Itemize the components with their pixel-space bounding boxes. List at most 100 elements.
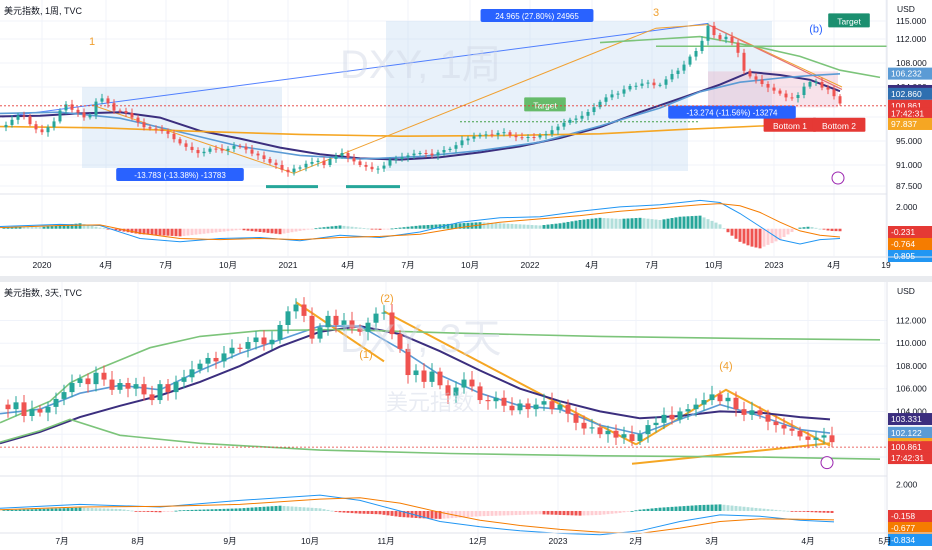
macd-histogram-bar bbox=[286, 506, 290, 511]
macd-histogram-bar bbox=[526, 510, 530, 515]
macd-histogram-bar bbox=[286, 228, 290, 233]
candle-body bbox=[574, 118, 578, 120]
macd-histogram-bar bbox=[22, 509, 26, 511]
macd-histogram-bar bbox=[550, 510, 554, 515]
macd-histogram-bar bbox=[342, 510, 346, 513]
candle-body bbox=[717, 394, 723, 402]
candle-body bbox=[316, 160, 320, 162]
currency-label: USD bbox=[897, 286, 915, 296]
macd-histogram-bar bbox=[582, 510, 586, 516]
macd-histogram-bar bbox=[106, 228, 110, 230]
candle-body bbox=[664, 79, 668, 85]
candle-body bbox=[616, 93, 620, 95]
macd-histogram-bar bbox=[386, 228, 390, 230]
macd-label-box bbox=[888, 522, 932, 534]
macd-histogram-bar bbox=[182, 510, 186, 511]
candle-body bbox=[357, 328, 363, 332]
candle-body bbox=[557, 404, 563, 410]
macd-histogram-bar bbox=[202, 228, 206, 234]
macd-histogram-bar bbox=[758, 228, 762, 249]
time-tick: 3月 bbox=[705, 536, 718, 546]
macd-histogram-bar bbox=[318, 508, 322, 511]
macd-histogram-bar bbox=[658, 220, 662, 229]
candle-body bbox=[136, 117, 140, 123]
moving-average-line bbox=[0, 73, 841, 160]
macd-histogram-bar bbox=[242, 508, 246, 511]
macd-histogram-bar bbox=[150, 228, 154, 235]
candle-body bbox=[4, 124, 8, 128]
label-box bbox=[828, 13, 870, 28]
candle-body bbox=[754, 76, 758, 80]
time-tick: 4月 bbox=[585, 260, 598, 270]
macd-histogram-bar bbox=[494, 510, 498, 516]
macd-histogram-bar bbox=[38, 509, 42, 511]
macd-histogram-bar bbox=[118, 228, 122, 231]
macd-histogram-bar bbox=[426, 225, 430, 229]
measure-label-box bbox=[668, 105, 796, 119]
macd-histogram-bar bbox=[686, 505, 690, 511]
macd-histogram-bar bbox=[418, 225, 422, 229]
candle-body bbox=[229, 347, 235, 354]
macd-histogram-bar bbox=[818, 510, 822, 513]
candle-body bbox=[669, 414, 675, 420]
candle-body bbox=[16, 115, 20, 120]
label-box bbox=[524, 97, 566, 112]
macd-histogram-bar bbox=[10, 226, 14, 229]
candle-body bbox=[741, 409, 747, 415]
measure-label: 24.965 (27.80%) 24965 bbox=[495, 12, 579, 21]
candle-body bbox=[389, 312, 395, 335]
candle-body bbox=[333, 315, 339, 325]
candle-body bbox=[82, 112, 86, 118]
price-tick: 115.000 bbox=[896, 16, 926, 26]
measure-label: -13.783 (-13.38%) -13783 bbox=[134, 171, 226, 180]
macd-histogram-bar bbox=[674, 217, 678, 229]
candle-body bbox=[461, 379, 467, 388]
candle-body bbox=[301, 304, 307, 316]
time-tick: 10月 bbox=[705, 260, 723, 270]
candle-body bbox=[130, 113, 134, 118]
macd-histogram-bar bbox=[418, 510, 422, 519]
macd-histogram-bar bbox=[770, 228, 774, 244]
candle-body bbox=[365, 322, 371, 332]
candle-body bbox=[274, 162, 278, 165]
wave-label: (4) bbox=[719, 360, 732, 372]
three-day-chart-panel[interactable]: DXY, 3天 美元指数 美元指数, 3天, TVC (2) (1) (4) USD 112.… bbox=[0, 282, 932, 550]
candle-body bbox=[789, 428, 795, 431]
candle-body bbox=[520, 137, 524, 139]
candle-body bbox=[436, 152, 440, 156]
candle-body bbox=[178, 139, 182, 144]
candle-body bbox=[646, 82, 650, 84]
macd-histogram-bar bbox=[830, 228, 834, 231]
macd-histogram-bar bbox=[786, 510, 790, 512]
macd-histogram-bar bbox=[2, 227, 6, 229]
macd-histogram-bar bbox=[750, 507, 754, 511]
macd-histogram-bar bbox=[458, 223, 462, 229]
macd-histogram-bar bbox=[726, 228, 730, 233]
candle-body bbox=[213, 357, 219, 362]
macd-histogram-bar bbox=[774, 228, 778, 242]
macd-histogram-bar bbox=[134, 510, 138, 512]
price-tick: 110.000 bbox=[896, 338, 926, 348]
macd-histogram-bar bbox=[258, 507, 262, 511]
macd-histogram-bar bbox=[434, 510, 438, 519]
lightning-icon bbox=[831, 171, 845, 185]
macd-histogram-bar bbox=[562, 222, 566, 229]
macd-histogram-bar bbox=[486, 222, 490, 229]
macd-histogram-bar bbox=[642, 509, 646, 511]
candle-body bbox=[334, 156, 338, 159]
candle-body bbox=[341, 320, 347, 325]
pane-separator[interactable] bbox=[0, 276, 932, 282]
macd-histogram-bar bbox=[586, 219, 590, 229]
time-tick: 10月 bbox=[301, 536, 319, 546]
candle-body bbox=[766, 84, 770, 88]
candle-body bbox=[517, 403, 523, 411]
macd-histogram-bar bbox=[326, 226, 330, 229]
macd-value-label: -0.834 bbox=[891, 535, 915, 545]
candle-body bbox=[250, 149, 254, 154]
moving-average-line bbox=[0, 418, 881, 460]
macd-histogram-bar bbox=[530, 225, 534, 229]
macd-histogram-bar bbox=[154, 510, 158, 513]
